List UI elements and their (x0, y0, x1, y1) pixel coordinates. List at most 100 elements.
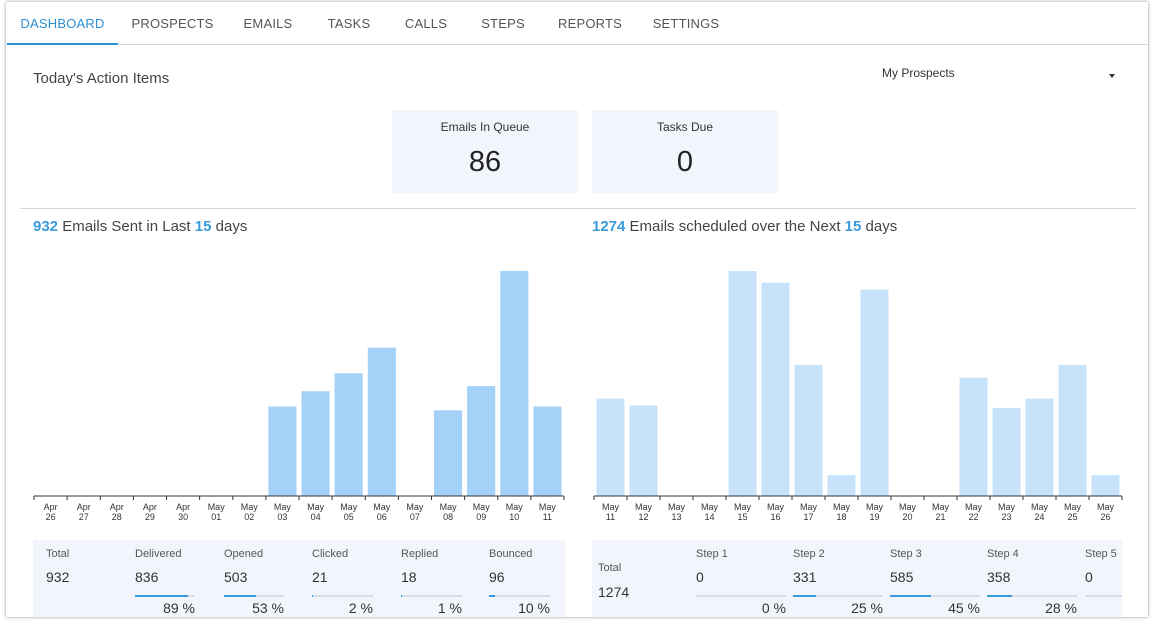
sent-chart-tick-label-day: 02 (244, 512, 254, 522)
scheduled-chart-bar[interactable] (992, 407, 1021, 496)
stat-percent: 53 % (252, 600, 284, 616)
scheduled-chart-bar[interactable] (827, 475, 856, 496)
stat-value: 96 (489, 569, 505, 585)
page-title: Today's Action Items (33, 70, 170, 87)
sent-stat-replied: Replied 18 1 % (401, 540, 481, 617)
sent-chart-tick-label-month: Apr (143, 502, 157, 512)
sent-chart-tick-label-month: May (208, 502, 226, 512)
sent-chart-bar[interactable] (500, 271, 529, 496)
stat-percent: 25 % (851, 600, 883, 616)
stat-label: Step 2 (793, 548, 825, 560)
scheduled-chart-bar[interactable] (728, 271, 757, 496)
sent-chart-bar[interactable] (268, 406, 297, 497)
scheduled-chart-tick-label-month: May (866, 502, 884, 512)
scheduled-chart-tick-label-month: May (833, 502, 851, 512)
scheduled-chart-bar[interactable] (629, 405, 658, 497)
tab-settings[interactable]: SETTINGS (652, 16, 720, 31)
stat-progress-bar (135, 595, 195, 597)
scheduled-chart-bar[interactable] (1091, 475, 1120, 496)
stat-progress-bar (793, 595, 883, 597)
scheduled-chart-tick-label-month: May (1064, 502, 1082, 512)
stat-progress-bar (489, 595, 550, 597)
sent-chart-tick-label-month: May (274, 502, 292, 512)
sent-chart-tick-label-day: 27 (79, 512, 89, 522)
sent-chart-bar[interactable] (467, 386, 496, 496)
sent-chart-bar[interactable] (301, 391, 330, 496)
stat-progress-bar (312, 595, 373, 597)
tab-reports[interactable]: REPORTS (557, 16, 622, 31)
sent-chart-tick-label-month: Apr (44, 502, 58, 512)
stat-label: Clicked (312, 548, 349, 560)
stat-value: 0 (1085, 569, 1093, 585)
sent-chart-bar[interactable] (434, 410, 463, 496)
chevron-down-icon (1109, 74, 1115, 78)
scheduled-stat-step-5: Step 5 0 (1085, 540, 1122, 617)
sent-stats-panel: Total 932 Delivered 836 89 % Opened 503 … (33, 540, 565, 617)
stat-value: 358 (987, 569, 1011, 585)
stat-percent: 0 % (761, 600, 786, 616)
sent-chart-tick-label-month: May (406, 502, 424, 512)
scheduled-chart-tick-label-day: 21 (935, 512, 945, 522)
stat-value: 331 (793, 569, 817, 585)
scheduled-chart-tick-label-day: 14 (704, 512, 714, 522)
sent-chart-tick-label-month: May (373, 502, 391, 512)
sent-chart-tick-label-day: 26 (46, 512, 56, 522)
stat-value: 585 (890, 569, 914, 585)
scheduled-chart-bar[interactable] (860, 289, 889, 496)
scheduled-stats-panel: Total 1274 Step 1 0 0 % Step 2 331 25 % … (592, 540, 1122, 617)
scheduled-chart-bar[interactable] (596, 398, 625, 496)
tab-tasks[interactable]: TASKS (327, 16, 371, 31)
stat-value: 21 (312, 569, 328, 585)
sent-chart-tick-label-month: May (241, 502, 259, 512)
tab-prospects[interactable]: PROSPECTS (131, 16, 214, 31)
scheduled-chart-tick-label-month: May (1031, 502, 1049, 512)
scheduled-stat-total: Total 1274 (598, 540, 678, 617)
stat-label: Total (46, 548, 70, 560)
tab-dashboard[interactable]: DASHBOARD (7, 2, 118, 45)
stat-progress-bar (696, 595, 786, 597)
sent-chart-tick-label-day: 01 (211, 512, 221, 522)
tasks-due-card: Tasks Due 0 (592, 110, 778, 193)
scheduled-chart-tick-label-day: 13 (671, 512, 681, 522)
scheduled-chart-tick-label-month: May (767, 502, 785, 512)
tab-steps[interactable]: STEPS (481, 16, 525, 31)
sent-chart-bar[interactable] (533, 406, 562, 497)
sent-chart-tick-label-month: Apr (77, 502, 91, 512)
stat-progress-fill (401, 595, 402, 597)
scheduled-chart-bar[interactable] (1058, 364, 1087, 496)
sent-stat-delivered: Delivered 836 89 % (135, 540, 215, 617)
scheduled-count: 1274 (592, 218, 626, 235)
scheduled-chart-title: 1274 Emails scheduled over the Next 15 d… (592, 218, 897, 235)
sent-count: 932 (33, 218, 59, 235)
tab-emails[interactable]: EMAILS (243, 16, 293, 31)
sent-chart-bar[interactable] (334, 373, 363, 496)
sent-chart-bar[interactable] (367, 347, 396, 496)
prospects-filter-select[interactable]: My Prospects (882, 66, 1118, 88)
stat-progress-fill (312, 595, 314, 597)
scheduled-stat-step-3: Step 3 585 45 % (890, 540, 982, 617)
emails-in-queue-value: 86 (468, 146, 502, 178)
tab-calls[interactable]: CALLS (404, 16, 448, 31)
scheduled-chart-tick-label-day: 15 (737, 512, 747, 522)
stat-progress-fill (224, 595, 256, 597)
scheduled-chart-tick-label-day: 17 (803, 512, 813, 522)
stat-value: 503 (224, 569, 248, 585)
stat-label: Opened (224, 548, 264, 560)
stat-progress-bar (987, 595, 1077, 597)
scheduled-chart-tick-label-month: May (998, 502, 1016, 512)
emails-in-queue-label: Emails In Queue (440, 120, 530, 134)
sent-chart-tick-label-month: May (307, 502, 325, 512)
scheduled-chart-tick-label-day: 18 (836, 512, 846, 522)
scheduled-chart-bar[interactable] (1025, 398, 1054, 496)
scheduled-chart-tick-label-day: 19 (869, 512, 879, 522)
scheduled-chart-bar[interactable] (959, 377, 988, 496)
scheduled-chart-tick-label-month: May (602, 502, 620, 512)
stat-label: Total (598, 562, 622, 574)
scheduled-chart-bar[interactable] (761, 282, 790, 496)
sent-stat-bounced: Bounced 96 10 % (489, 540, 565, 617)
sent-chart-tick-label-day: 09 (476, 512, 486, 522)
scheduled-chart-bar[interactable] (794, 364, 823, 496)
stat-progress-fill (489, 595, 496, 597)
stat-progress-fill (793, 595, 816, 597)
scheduled-chart-tick-label-day: 26 (1100, 512, 1110, 522)
